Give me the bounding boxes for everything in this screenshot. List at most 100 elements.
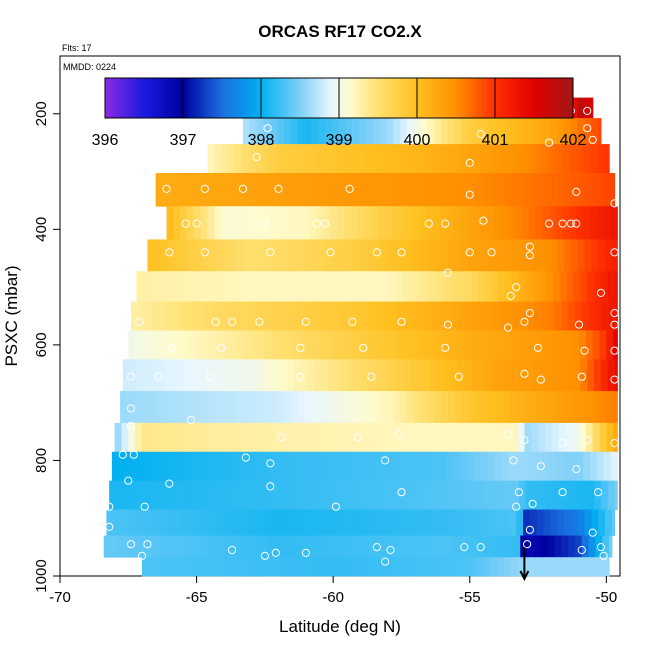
- sample-point: [525, 525, 535, 534]
- heat-cell: [374, 173, 382, 207]
- heat-cell: [538, 557, 546, 577]
- heat-cell: [396, 359, 404, 392]
- heat-cell: [476, 330, 485, 360]
- heat-cell: [446, 206, 454, 240]
- heat-cell: [334, 271, 342, 302]
- heat-cell: [301, 301, 310, 331]
- heat-cell: [367, 422, 375, 453]
- x-axis: -70 -65 -60 -55 -50: [49, 576, 617, 606]
- heat-cell: [156, 359, 165, 392]
- heat-cell: [323, 144, 332, 174]
- heat-cell: [137, 301, 146, 331]
- sample-point: [610, 248, 619, 257]
- heat-cell: [445, 301, 453, 331]
- heat-cell: [289, 451, 297, 482]
- heat-cell: [368, 480, 377, 510]
- sample-point: [266, 248, 275, 257]
- heat-cell: [226, 301, 235, 331]
- heat-cell: [449, 422, 457, 453]
- heat-cell: [136, 359, 144, 392]
- heat-cell: [221, 206, 229, 240]
- heat-cell: [167, 509, 176, 536]
- heat-layer-band: [166, 206, 618, 240]
- heat-cell: [331, 239, 340, 272]
- heat-cell: [195, 239, 203, 272]
- heat-cell: [454, 118, 463, 145]
- heat-cell: [360, 173, 368, 207]
- heat-cell: [497, 330, 505, 360]
- heat-cell: [436, 359, 445, 392]
- heat-cell: [259, 359, 267, 392]
- heat-cell: [292, 330, 300, 360]
- heat-cell: [133, 391, 142, 424]
- heat-cell: [589, 206, 598, 240]
- heat-cell: [356, 301, 364, 331]
- x-tick-label: -70: [49, 589, 71, 606]
- sample-point: [610, 309, 619, 318]
- heat-cell: [539, 271, 547, 302]
- sample-point: [525, 251, 535, 260]
- heat-cell: [143, 480, 151, 510]
- heat-cell: [513, 301, 521, 331]
- sample-point: [345, 184, 354, 193]
- heat-cell: [382, 271, 390, 302]
- heat-cell: [558, 422, 566, 453]
- heat-cell: [245, 480, 254, 510]
- heat-cell: [467, 144, 475, 174]
- heat-cell: [591, 391, 599, 424]
- heat-cell: [303, 144, 311, 174]
- heat-cell: [579, 173, 587, 207]
- heat-cell: [509, 391, 517, 424]
- heat-cell: [327, 480, 336, 510]
- sample-point: [443, 320, 452, 329]
- heat-cell: [391, 144, 400, 174]
- heat-cell: [577, 509, 586, 536]
- heat-cell: [237, 422, 245, 453]
- heat-cell: [531, 173, 539, 207]
- heat-cell: [200, 451, 209, 482]
- heat-cell: [353, 557, 362, 577]
- heat-cell: [154, 239, 162, 272]
- heat-cell: [570, 509, 579, 536]
- heat-cell: [229, 391, 237, 424]
- heat-cell: [289, 206, 297, 240]
- heat-cell: [497, 557, 505, 577]
- heat-cell: [270, 509, 278, 536]
- heat-cell: [116, 480, 124, 510]
- heat-cell: [195, 391, 203, 424]
- heat-cell: [499, 535, 508, 558]
- sample-point: [533, 343, 543, 352]
- heat-cell: [243, 509, 251, 536]
- heat-cell: [204, 359, 213, 392]
- heat-cell: [144, 535, 153, 558]
- heat-cell: [248, 206, 256, 240]
- heat-cell: [232, 359, 240, 392]
- heat-cell: [120, 391, 128, 424]
- heat-cell: [140, 509, 149, 536]
- heat-cell: [363, 301, 371, 331]
- sample-point: [460, 543, 469, 552]
- heat-cell: [147, 239, 155, 272]
- heat-cell: [150, 271, 158, 302]
- heat-cell: [208, 391, 217, 424]
- heat-cell: [260, 535, 269, 558]
- heat-cell: [565, 173, 573, 207]
- heatmap-layers: [103, 97, 618, 577]
- heat-cell: [476, 557, 485, 577]
- heat-cell: [482, 118, 490, 145]
- heat-cell: [477, 359, 486, 392]
- heat-cell: [487, 144, 495, 174]
- sample-point: [610, 346, 619, 355]
- heat-cell: [394, 173, 403, 207]
- heat-cell: [249, 509, 258, 536]
- heat-cell: [182, 422, 191, 453]
- heat-cell: [248, 144, 256, 174]
- heat-cell: [577, 97, 586, 119]
- heat-cell: [401, 557, 409, 577]
- heat-cell: [117, 535, 125, 558]
- heat-cell: [538, 330, 546, 360]
- heat-cell: [565, 422, 573, 453]
- heat-cell: [390, 301, 398, 331]
- heat-cell: [603, 144, 610, 174]
- heat-cell: [479, 535, 487, 558]
